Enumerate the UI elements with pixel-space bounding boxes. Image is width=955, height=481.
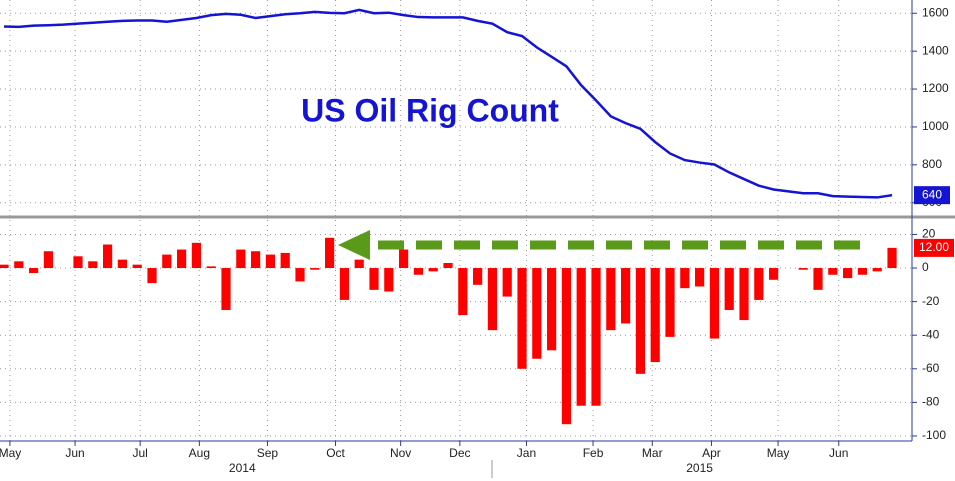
- bar: [487, 268, 497, 331]
- x-tick-label: Jan: [517, 446, 536, 460]
- y-tick-label: 0: [922, 260, 929, 274]
- bar: [843, 268, 853, 279]
- bar: [739, 268, 749, 321]
- bar: [828, 268, 838, 275]
- value-label-box: [914, 238, 954, 257]
- y-tick-label: -20: [922, 294, 940, 308]
- y-tick-label: 1000: [922, 119, 949, 133]
- x-tick-label: Jul: [132, 446, 147, 460]
- bar: [177, 249, 187, 269]
- bar: [88, 261, 98, 269]
- bar: [872, 268, 882, 272]
- x-tick-label: May: [0, 446, 21, 460]
- y-tick-label: 1400: [922, 43, 949, 57]
- y-tick-label: 1600: [922, 5, 949, 19]
- bar: [665, 268, 675, 337]
- bar: [887, 247, 897, 269]
- grid-layer: [0, 0, 912, 441]
- bar: [73, 256, 83, 269]
- x-tick-label: Jun: [829, 446, 848, 460]
- bar: [606, 268, 616, 331]
- year-label: 2015: [686, 461, 713, 475]
- bar: [280, 252, 290, 269]
- bar: [43, 251, 53, 269]
- bar: [443, 262, 453, 269]
- bar: [502, 268, 512, 297]
- bar: [103, 244, 113, 269]
- last-value-box: [914, 186, 950, 205]
- year-label: 2014: [229, 461, 256, 475]
- y-tick-label: -60: [922, 361, 940, 375]
- x-tick-label: Sep: [257, 446, 279, 460]
- y-tick-label: -100: [922, 428, 946, 442]
- bar: [325, 237, 335, 269]
- bar: [29, 268, 39, 274]
- bar: [399, 249, 409, 269]
- bar: [369, 268, 379, 290]
- x-tick-label: Dec: [449, 446, 470, 460]
- bar: [236, 249, 246, 269]
- x-tick-label: Apr: [702, 446, 721, 460]
- bar: [724, 268, 734, 311]
- bar: [206, 266, 216, 269]
- bar: [117, 259, 127, 269]
- bar: [547, 268, 557, 351]
- x-tick-label: Jun: [65, 446, 84, 460]
- bar: [709, 268, 720, 339]
- bar: [635, 268, 646, 374]
- y-tick-label: 800: [922, 157, 942, 171]
- bar: [561, 268, 571, 425]
- bar: [295, 268, 305, 282]
- bar: [428, 268, 438, 272]
- bar: [680, 268, 690, 289]
- bar: [650, 268, 660, 363]
- bar: [384, 268, 394, 292]
- bar: [339, 268, 349, 300]
- bar: [413, 268, 423, 275]
- y-tick-label: 1200: [922, 81, 949, 95]
- bar: [162, 254, 172, 269]
- last-value-label: 640: [922, 187, 942, 201]
- x-tick-label: Feb: [583, 446, 604, 460]
- x-tick-label: Mar: [642, 446, 663, 460]
- bar: [857, 268, 868, 275]
- bar: [191, 242, 201, 269]
- x-tick-label: Nov: [390, 446, 411, 460]
- bar: [695, 268, 705, 287]
- y-tick-label: -40: [922, 327, 940, 341]
- bar: [14, 261, 24, 269]
- x-tick-label: May: [767, 446, 790, 460]
- bar: [754, 268, 764, 300]
- x-tick-label: Aug: [189, 446, 210, 460]
- bar: [354, 259, 364, 269]
- bar: [265, 254, 275, 269]
- bar: [251, 251, 261, 269]
- y-tick-label: -80: [922, 395, 940, 409]
- bar: [576, 268, 586, 406]
- bar: [221, 268, 231, 311]
- value-label: 12.00: [919, 240, 949, 254]
- bar: [132, 264, 142, 269]
- bar: [532, 268, 542, 359]
- bar: [798, 268, 808, 270]
- line-series: [3, 8, 893, 199]
- bar: [591, 268, 601, 406]
- bar: [621, 268, 631, 324]
- y-tick-label: 20: [922, 227, 936, 241]
- bar: [458, 268, 468, 316]
- bar: [473, 268, 483, 285]
- bar: [517, 268, 527, 369]
- bar: [147, 268, 157, 284]
- chart-title: US Oil Rig Count: [301, 92, 559, 128]
- bar: [310, 268, 320, 270]
- bar: [813, 268, 823, 290]
- annotation-arrow: [338, 230, 866, 260]
- bar: [769, 268, 779, 280]
- bar: [0, 264, 9, 269]
- x-tick-label: Oct: [326, 446, 345, 460]
